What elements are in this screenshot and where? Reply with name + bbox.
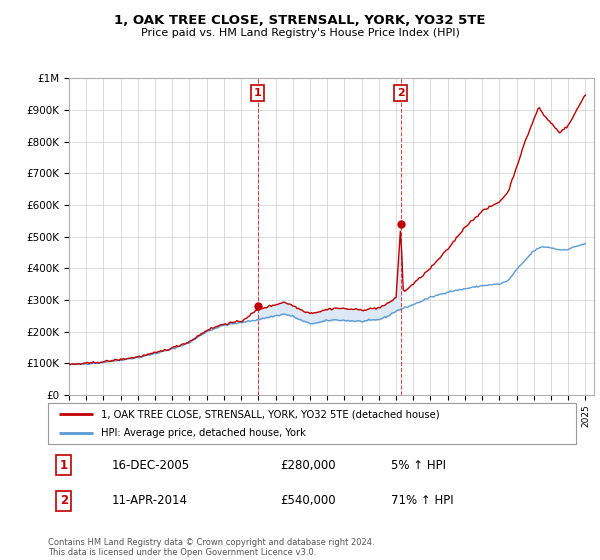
Text: HPI: Average price, detached house, York: HPI: Average price, detached house, York bbox=[101, 428, 305, 437]
Text: 1: 1 bbox=[60, 459, 68, 472]
Text: 71% ↑ HPI: 71% ↑ HPI bbox=[391, 494, 454, 507]
Text: 11-APR-2014: 11-APR-2014 bbox=[112, 494, 187, 507]
FancyBboxPatch shape bbox=[48, 403, 576, 444]
Text: £280,000: £280,000 bbox=[280, 459, 336, 472]
Text: 2: 2 bbox=[397, 88, 405, 98]
Text: 1, OAK TREE CLOSE, STRENSALL, YORK, YO32 5TE (detached house): 1, OAK TREE CLOSE, STRENSALL, YORK, YO32… bbox=[101, 409, 439, 419]
Text: 16-DEC-2005: 16-DEC-2005 bbox=[112, 459, 190, 472]
Text: 2: 2 bbox=[60, 494, 68, 507]
Text: Price paid vs. HM Land Registry's House Price Index (HPI): Price paid vs. HM Land Registry's House … bbox=[140, 28, 460, 38]
Text: £540,000: £540,000 bbox=[280, 494, 336, 507]
Text: 5% ↑ HPI: 5% ↑ HPI bbox=[391, 459, 446, 472]
Text: Contains HM Land Registry data © Crown copyright and database right 2024.
This d: Contains HM Land Registry data © Crown c… bbox=[48, 538, 374, 557]
Text: 1: 1 bbox=[254, 88, 262, 98]
Text: 1, OAK TREE CLOSE, STRENSALL, YORK, YO32 5TE: 1, OAK TREE CLOSE, STRENSALL, YORK, YO32… bbox=[114, 14, 486, 27]
